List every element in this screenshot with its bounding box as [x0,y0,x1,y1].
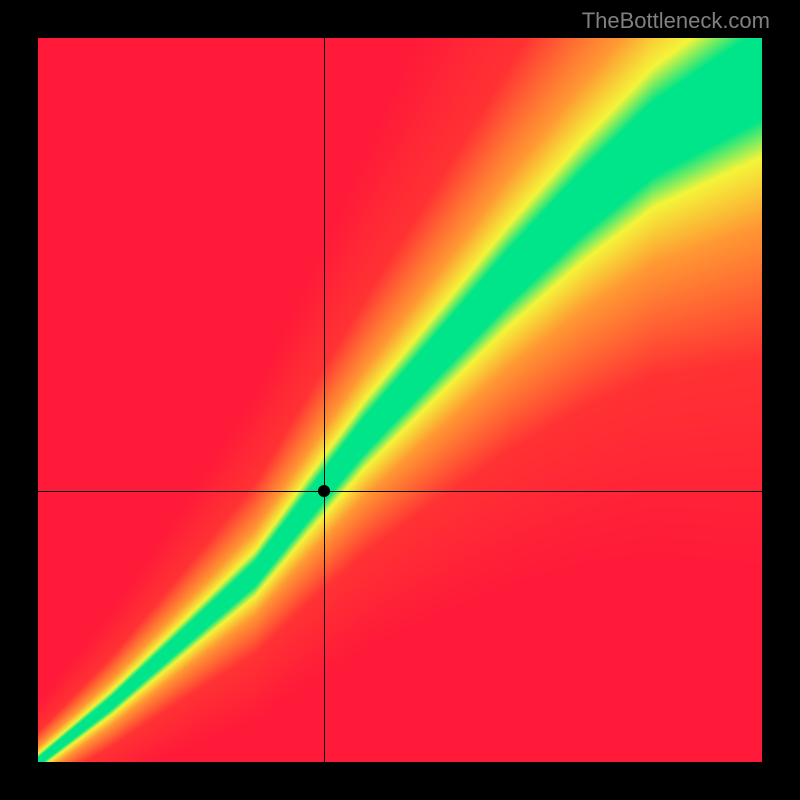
heatmap-canvas [38,38,762,762]
watermark-text: TheBottleneck.com [582,8,770,34]
heatmap-chart [38,38,762,762]
data-point-marker [318,485,330,497]
crosshair-vertical [324,38,325,762]
crosshair-horizontal [38,491,762,492]
